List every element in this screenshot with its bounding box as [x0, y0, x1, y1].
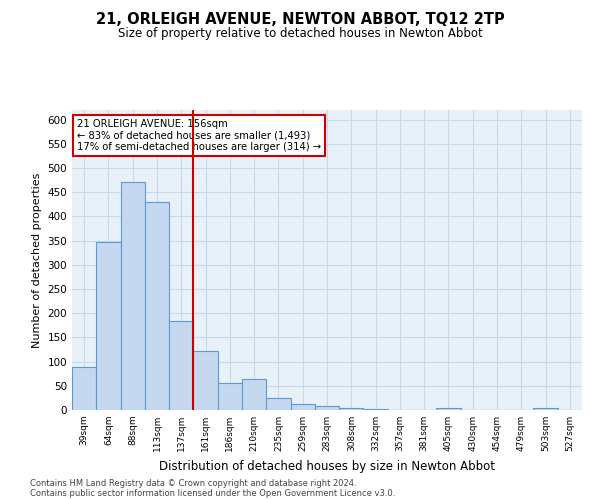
Bar: [290, 404, 315, 410]
Bar: [72, 368, 96, 410]
Bar: [533, 408, 558, 410]
Bar: [315, 406, 339, 410]
Y-axis label: Number of detached properties: Number of detached properties: [32, 172, 42, 348]
Bar: [121, 182, 145, 410]
Bar: [339, 408, 364, 410]
Bar: [218, 384, 242, 410]
Text: 21 ORLEIGH AVENUE: 156sqm
← 83% of detached houses are smaller (1,493)
17% of se: 21 ORLEIGH AVENUE: 156sqm ← 83% of detac…: [77, 119, 321, 152]
Bar: [242, 378, 266, 410]
Text: Contains public sector information licensed under the Open Government Licence v3: Contains public sector information licen…: [30, 488, 395, 498]
Bar: [266, 398, 290, 410]
X-axis label: Distribution of detached houses by size in Newton Abbot: Distribution of detached houses by size …: [159, 460, 495, 472]
Bar: [96, 242, 121, 410]
Text: Contains HM Land Registry data © Crown copyright and database right 2024.: Contains HM Land Registry data © Crown c…: [30, 478, 356, 488]
Bar: [145, 202, 169, 410]
Bar: [364, 409, 388, 410]
Bar: [436, 408, 461, 410]
Text: Size of property relative to detached houses in Newton Abbot: Size of property relative to detached ho…: [118, 28, 482, 40]
Bar: [169, 322, 193, 410]
Text: 21, ORLEIGH AVENUE, NEWTON ABBOT, TQ12 2TP: 21, ORLEIGH AVENUE, NEWTON ABBOT, TQ12 2…: [95, 12, 505, 28]
Bar: [193, 351, 218, 410]
